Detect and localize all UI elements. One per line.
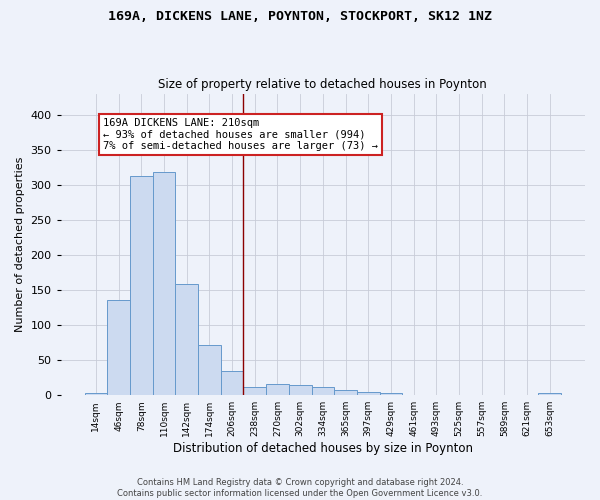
Bar [152,172,175,395]
X-axis label: Distribution of detached houses by size in Poynton: Distribution of detached houses by size … [173,442,473,455]
Text: Contains HM Land Registry data © Crown copyright and database right 2024.
Contai: Contains HM Land Registry data © Crown c… [118,478,482,498]
Title: Size of property relative to detached houses in Poynton: Size of property relative to detached ho… [158,78,487,91]
Bar [85,393,107,395]
Text: 169A DICKENS LANE: 210sqm
← 93% of detached houses are smaller (994)
7% of semi-: 169A DICKENS LANE: 210sqm ← 93% of detac… [103,118,377,152]
Bar [266,384,289,395]
Bar [130,176,152,395]
Bar [334,390,357,395]
Text: 169A, DICKENS LANE, POYNTON, STOCKPORT, SK12 1NZ: 169A, DICKENS LANE, POYNTON, STOCKPORT, … [108,10,492,23]
Bar [244,387,266,395]
Bar [289,386,311,395]
Bar [380,393,402,395]
Bar [402,394,425,395]
Bar [175,284,198,395]
Bar [311,387,334,395]
Bar [107,300,130,395]
Bar [221,370,244,395]
Bar [357,392,380,395]
Bar [538,393,561,395]
Y-axis label: Number of detached properties: Number of detached properties [15,156,25,332]
Bar [198,344,221,395]
